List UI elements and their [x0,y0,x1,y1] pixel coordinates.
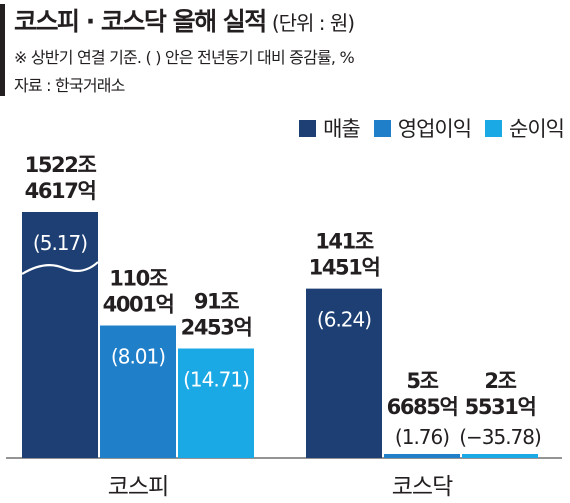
legend-item-revenue: 매출 [299,113,361,143]
footnote: ※ 상반기 연결 기준. ( ) 안은 전년동기 대비 증감률, % [14,48,355,67]
source-label: 자료 : 한국거래소 [14,76,125,95]
legend-label-operating-profit: 영업이익 [397,117,472,141]
growth-label-kospi-revenue: (5.17) [33,231,87,255]
legend-item-net-income: 순이익 [485,113,565,143]
unit-label: (단위 : 원) [271,11,355,35]
legend-label-revenue: 매출 [323,117,361,141]
value-label-kospi-revenue-billion: 4617억 [25,179,96,203]
axis-break-kospi-revenue [21,261,99,275]
legend-swatch-revenue [299,119,317,137]
value-label-kosdaq-operating-profit-billion: 6685억 [387,395,458,419]
legend: 매출 영업이익 순이익 [299,113,565,143]
growth-label-kosdaq-net-income: (−35.78) [459,425,541,449]
value-label-kosdaq-revenue-trillion: 141조 [315,230,374,254]
value-label-kospi-net-income-billion: 2453억 [181,316,252,340]
category-label-kosdaq: 코스닥 [392,474,453,500]
bar-kospi-operating-profit [100,325,176,458]
value-label-kosdaq-operating-profit-trillion: 5조 [406,369,438,393]
bar-kospi-revenue [22,212,98,458]
header-accent-bar [0,4,5,96]
legend-label-net-income: 순이익 [509,117,565,141]
bar-kosdaq-net-income [462,454,538,458]
chart-title: 코스피 · 코스닥 올해 실적 (단위 : 원) [14,2,355,38]
legend-swatch-operating-profit [373,119,391,137]
value-label-kospi-operating-profit-billion: 4001억 [103,293,174,317]
value-label-kospi-net-income-trillion: 91조 [194,290,239,314]
legend-swatch-net-income [485,119,503,137]
legend-item-operating-profit: 영업이익 [373,113,472,143]
value-label-kosdaq-net-income-trillion: 2조 [484,369,516,393]
bar-kosdaq-operating-profit [384,454,460,458]
category-label-kospi: 코스피 [108,474,168,500]
chart-title-text: 코스피 · 코스닥 올해 실적 [14,7,267,36]
bar-kospi-net-income [178,348,254,458]
value-label-kosdaq-revenue-billion: 1451억 [309,256,380,280]
value-label-kospi-revenue-trillion: 1522조 [25,153,97,177]
growth-label-kosdaq-operating-profit: (1.76) [395,425,449,449]
growth-label-kospi-net-income: (14.71) [183,368,249,392]
value-label-kospi-operating-profit-trillion: 110조 [109,267,168,291]
bar-kosdaq-revenue [306,288,382,458]
value-label-kosdaq-net-income-billion: 5531억 [465,395,536,419]
growth-label-kosdaq-revenue: (6.24) [317,308,371,332]
growth-label-kospi-operating-profit: (8.01) [111,345,165,369]
